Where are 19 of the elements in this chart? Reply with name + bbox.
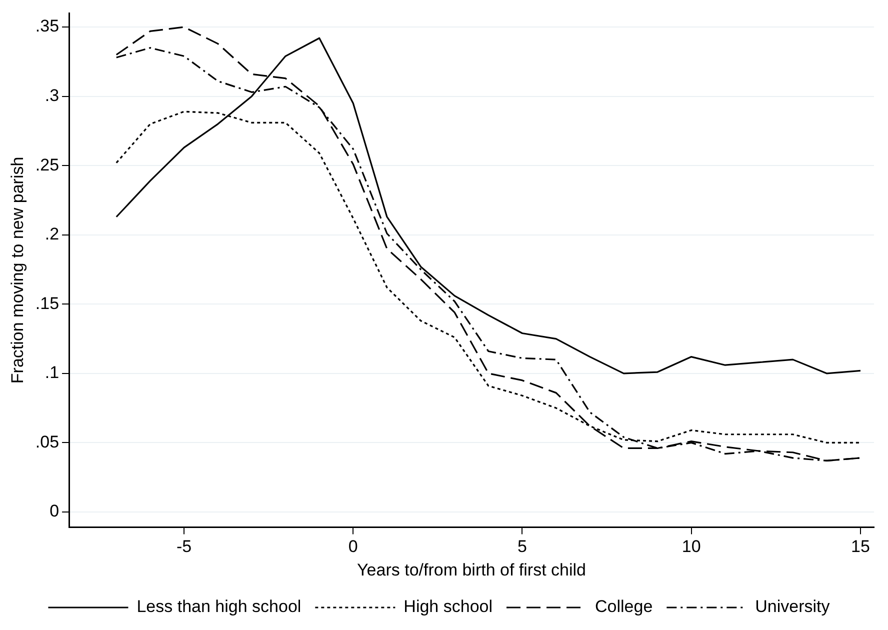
legend-label: Less than high school [136, 597, 302, 616]
y-tick-label: .25 [35, 155, 60, 174]
x-tick-label: 5 [518, 537, 527, 556]
x-axis-title: Years to/from birth of first child [357, 560, 586, 580]
y-tick-label: 0 [50, 502, 60, 521]
legend-label: University [755, 597, 830, 616]
x-tick-label: 15 [851, 537, 870, 556]
y-axis-title: Fraction moving to new parish [8, 156, 27, 384]
y-tick-label: .35 [35, 16, 60, 36]
x-tick-label: 10 [682, 537, 701, 556]
legend-label: High school [404, 597, 492, 616]
legend-label: College [595, 597, 653, 616]
y-tick-label: .3 [44, 86, 60, 106]
x-tick-label: 0 [348, 537, 358, 556]
y-tick-label: .15 [35, 294, 60, 313]
x-tick-label: -5 [176, 537, 192, 556]
y-tick-label: .1 [44, 363, 60, 382]
y-tick-label: .05 [35, 432, 60, 452]
y-tick-label: .2 [44, 224, 60, 244]
